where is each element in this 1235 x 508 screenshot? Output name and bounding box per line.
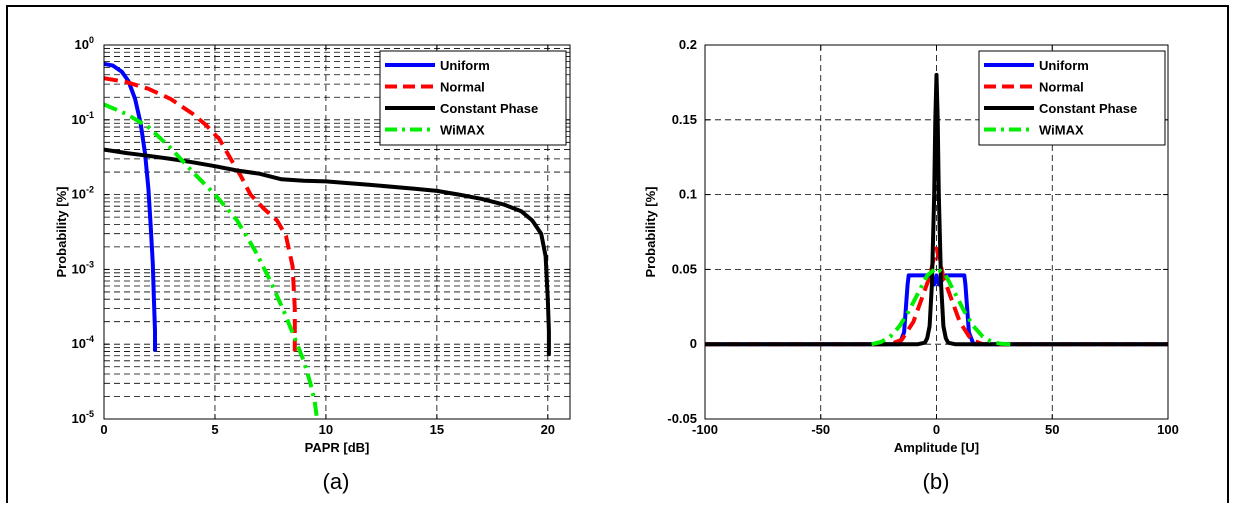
x-tick-label: 20	[541, 422, 555, 437]
legend-label: Constant Phase	[440, 101, 538, 116]
ticks	[103, 44, 570, 420]
panel-caption: (b)	[923, 469, 950, 494]
chart-panel-2: -100 -50 0 50 100 -0.05 0 0.05 0.1 0.15 0.2 Amplitu…	[643, 37, 1179, 494]
y-tick-label: 0.15	[672, 112, 697, 127]
legend-label: Normal	[1039, 80, 1084, 95]
y-tick-label: 10-2	[72, 185, 94, 202]
x-tick-label: 10	[319, 422, 333, 437]
y-axis-label: Probability [%]	[54, 186, 69, 277]
y-tick-label: 0.2	[679, 37, 697, 52]
series-line-constant-phase	[705, 72, 1168, 347]
x-axis-label: Amplitude [U]	[894, 440, 979, 455]
legend: Uniform Normal Constant Phase WiMAX	[379, 50, 567, 146]
y-tick-label: 0.05	[672, 261, 697, 276]
axes-box	[103, 44, 571, 420]
legend-label: Uniform	[1039, 58, 1089, 73]
legend-label: WiMAX	[1039, 123, 1084, 138]
series-line-normal	[705, 246, 1168, 347]
y-tick-label: 10-5	[72, 409, 94, 426]
x-tick-label: 50	[1045, 422, 1059, 437]
x-tick-label: 5	[211, 422, 218, 437]
figure-frame	[6, 5, 1229, 503]
legend-label: WiMAX	[440, 123, 485, 138]
x-tick-label: -50	[811, 422, 830, 437]
legend-label: Constant Phase	[1039, 101, 1137, 116]
x-tick-label: 0	[100, 422, 107, 437]
y-tick-label: 10-3	[72, 259, 94, 276]
chart-panel-1: 0 5 10 15 20 100 10-1 10-2 10-3 10-4 10-5 PAPR [dB]…	[54, 35, 571, 494]
x-tick-label: 0	[933, 422, 940, 437]
x-tick-label: -100	[692, 422, 718, 437]
series-line-uniform	[705, 273, 1168, 347]
y-tick-label: 0.1	[679, 187, 697, 202]
legend: Uniform Normal Constant Phase WiMAX	[978, 50, 1166, 146]
x-tick-label: 100	[1157, 422, 1179, 437]
ticks	[704, 44, 1169, 420]
x-axis-label: PAPR [dB]	[305, 440, 370, 455]
panel-caption: (a)	[323, 469, 350, 494]
legend-label: Uniform	[440, 58, 490, 73]
y-tick-label: 10-1	[72, 110, 94, 127]
y-tick-label: 100	[75, 35, 94, 52]
series-group	[104, 61, 551, 419]
x-tick-label: 15	[430, 422, 444, 437]
series-line-wimax	[104, 102, 319, 419]
y-tick-label: 10-4	[72, 334, 94, 351]
series-group	[705, 72, 1168, 347]
y-tick-label: 0	[690, 336, 697, 351]
y-tick-label: -0.05	[667, 411, 697, 426]
y-axis-label: Probability [%]	[643, 186, 658, 277]
legend-label: Normal	[440, 80, 485, 95]
series-line-constant-phase	[104, 147, 551, 356]
